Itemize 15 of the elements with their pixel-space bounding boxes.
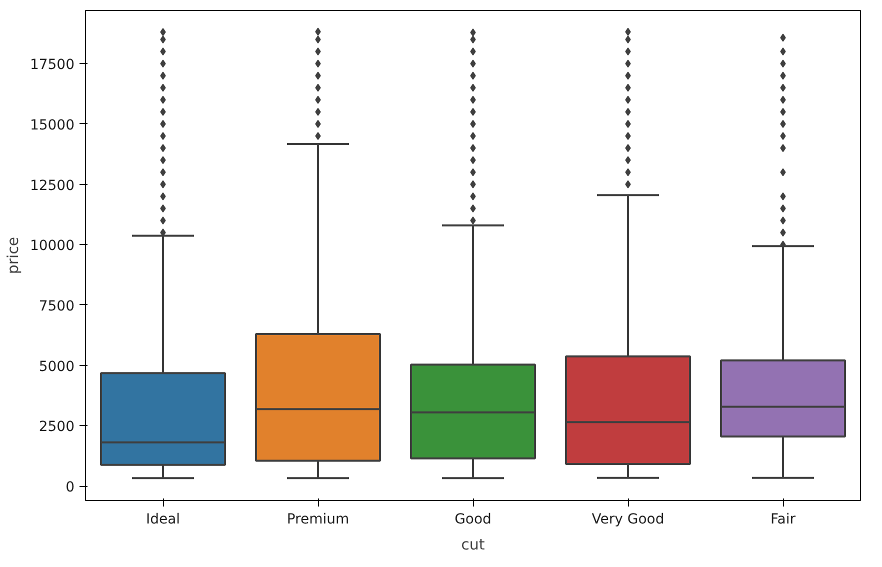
y-tick-label: 12500 [30, 178, 75, 194]
y-axis-title: price [4, 236, 22, 274]
y-tick-label: 15000 [30, 117, 75, 134]
x-tick-label: Good [454, 512, 492, 528]
y-tick-label: 0 [66, 480, 75, 496]
x-tick-label: Very Good [592, 512, 664, 528]
x-axis-title: cut [461, 536, 485, 554]
y-tick-label: 5000 [38, 358, 75, 375]
x-tick-label: Premium [286, 512, 350, 528]
x-tick-label: Ideal [146, 512, 180, 528]
y-tick-label: 7500 [38, 298, 75, 314]
y-tick-label: 2500 [38, 419, 75, 436]
y-tick-label: 17500 [30, 57, 75, 74]
x-tick-label: Fair [770, 512, 796, 528]
y-tick-label: 10000 [30, 238, 75, 254]
